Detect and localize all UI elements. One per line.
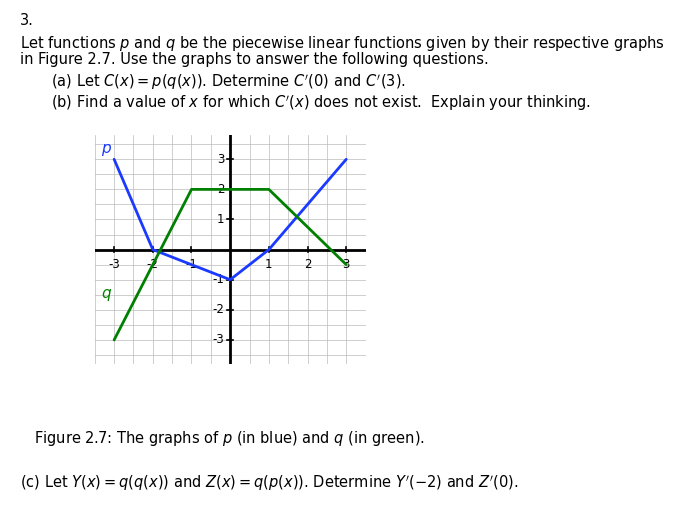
Text: $q$: $q$ bbox=[101, 287, 112, 303]
Text: -2: -2 bbox=[147, 258, 158, 271]
Text: 3: 3 bbox=[217, 153, 224, 166]
Text: 1: 1 bbox=[217, 213, 224, 226]
Text: -3: -3 bbox=[213, 333, 224, 346]
Text: -1: -1 bbox=[213, 273, 224, 286]
Text: Figure 2.7: The graphs of $p$ (in blue) and $q$ (in green).: Figure 2.7: The graphs of $p$ (in blue) … bbox=[34, 429, 424, 448]
Text: 2: 2 bbox=[304, 258, 311, 271]
Text: 1: 1 bbox=[265, 258, 273, 271]
Text: -2: -2 bbox=[213, 303, 224, 316]
Text: (c) Let $Y(x) = q(q(x))$ and $Z(x) = q(p(x))$. Determine $Y'(-2)$ and $Z'(0)$.: (c) Let $Y(x) = q(q(x))$ and $Z(x) = q(p… bbox=[20, 473, 519, 493]
Text: Let functions $p$ and $q$ be the piecewise linear functions given by their respe: Let functions $p$ and $q$ be the piecewi… bbox=[20, 34, 665, 53]
Text: -1: -1 bbox=[185, 258, 198, 271]
Text: (b) Find a value of $x$ for which $C'(x)$ does not exist.  Explain your thinking: (b) Find a value of $x$ for which $C'(x)… bbox=[51, 94, 591, 113]
Text: $p$: $p$ bbox=[101, 142, 112, 158]
Text: 3.: 3. bbox=[20, 13, 34, 28]
Text: 2: 2 bbox=[217, 183, 224, 196]
Text: in Figure 2.7. Use the graphs to answer the following questions.: in Figure 2.7. Use the graphs to answer … bbox=[20, 52, 489, 67]
Text: -3: -3 bbox=[108, 258, 120, 271]
Text: (a) Let $C(x) = p(q(x))$. Determine $C'(0)$ and $C'(3)$.: (a) Let $C(x) = p(q(x))$. Determine $C'(… bbox=[51, 73, 406, 93]
Text: 3: 3 bbox=[343, 258, 350, 271]
